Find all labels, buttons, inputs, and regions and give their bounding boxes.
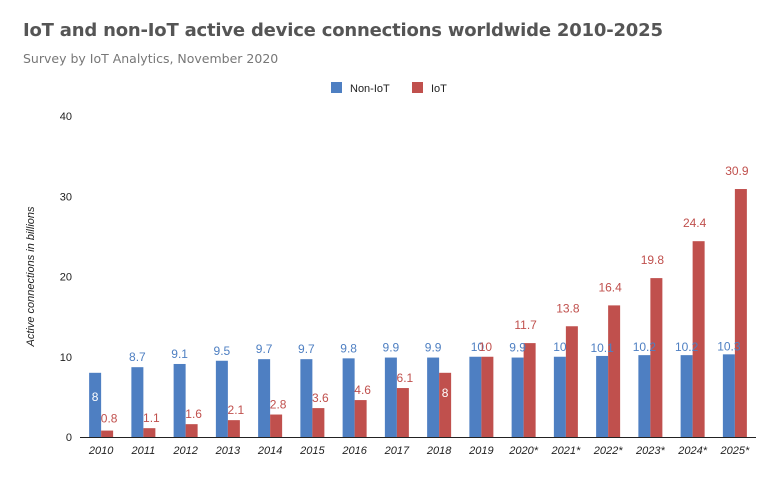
data-label-non-iot: 9.9 [383,341,400,355]
data-label-iot: 0.8 [101,412,118,426]
y-axis-label: Active connections in billions [25,206,37,348]
data-label-iot: 4.6 [354,383,371,397]
y-tick-label: 10 [60,352,72,364]
bar-non-iot [215,360,228,437]
bar-iot [101,430,114,437]
data-label-iot: 11.7 [514,318,537,332]
bar-iot [608,305,621,437]
data-label-non-iot: 8.7 [129,350,146,364]
x-tick-label: 2011 [131,445,156,457]
x-tick-label: 2022* [593,445,623,457]
data-label-non-iot: 9.9 [425,341,442,355]
bar-non-iot [300,359,313,437]
bar-non-iot [342,358,355,437]
data-label-iot: 19.8 [641,253,665,267]
bar-non-iot [680,355,693,437]
data-label-iot: 1.1 [143,411,160,425]
bar-iot [439,372,452,437]
data-label-non-iot: 10.3 [717,339,741,353]
bar-iot [565,326,578,437]
data-label-non-iot: 10 [471,340,485,354]
y-tick-label: 30 [60,191,72,203]
x-tick-label: 2016 [341,445,367,457]
legend-swatch-iot [412,82,423,93]
bar-non-iot [427,357,440,437]
chart-subtitle: Survey by IoT Analytics, November 2020 [23,51,279,66]
bar-iot [185,424,198,437]
bar-non-iot [638,355,651,437]
bar-non-iot [511,357,524,437]
bar-iot [523,343,536,437]
data-label-non-iot: 10 [553,340,567,354]
data-label-non-iot: 9.7 [256,342,273,356]
x-tick-label: 2010 [88,445,114,457]
legend-label-non-iot: Non-IoT [350,83,390,95]
x-tick-label: 2015 [299,445,325,457]
bar-iot [734,189,747,437]
y-axis: 0 10 20 30 40 Active connections in billions [25,111,72,444]
bar-iot [270,414,283,437]
data-label-iot: 3.6 [312,391,329,405]
bar-iot [650,278,663,437]
x-tick-label: 2020* [508,445,538,457]
x-axis: 2010 2011 2012 2013 2014 2015 2016 2017 2018 2019… [80,437,756,457]
x-tick-label: 2014 [257,445,282,457]
x-tick-label: 2017 [384,445,410,457]
bar-non-iot [722,354,735,437]
bars [89,189,747,437]
bar-iot [143,428,156,437]
data-label-non-iot: 9.8 [340,341,357,355]
data-label-iot: 30.9 [725,164,749,178]
data-label-non-iot: 10.2 [633,340,657,354]
x-tick-label: 2013 [215,445,241,457]
bar-iot [354,400,367,437]
data-labels: 80.88.71.19.11.69.52.19.72.89.73.69.84.6… [92,164,749,426]
chart-title: IoT and non-IoT active device connection… [23,20,663,41]
bar-iot [692,241,705,437]
bar-iot [481,356,494,437]
data-label-iot: 6.1 [397,371,414,385]
data-label-iot: 24.4 [683,216,707,230]
data-label-non-iot: 9.9 [509,341,526,355]
y-tick-label: 20 [60,272,72,284]
legend-label-iot: IoT [431,83,447,95]
x-tick-label: 2019 [468,445,493,457]
x-tick-label: 2025* [719,445,749,457]
data-label-non-iot: 9.5 [214,344,231,358]
data-label-non-iot: 10.2 [675,340,699,354]
x-tick-label: 2023* [635,445,665,457]
y-tick-label: 0 [66,432,72,444]
legend-swatch-non-iot [331,82,342,93]
data-label-non-iot: 9.1 [171,347,188,361]
bar-iot [227,420,240,437]
bar-non-iot [258,359,271,437]
bar-non-iot [173,363,186,437]
data-label-iot: 10 [479,340,493,354]
y-tick-label: 40 [60,111,72,123]
legend: Non-IoT IoT [331,82,447,95]
bar-non-iot [131,367,144,437]
bar-non-iot [384,357,397,437]
x-tick-label: 2021* [550,445,580,457]
data-label-iot: 16.4 [598,280,622,294]
bar-iot [396,388,409,437]
data-label-non-iot: 10.1 [590,341,614,355]
data-label-iot: 8 [442,386,449,400]
bar-non-iot [553,356,566,437]
bar-non-iot [469,356,482,437]
x-tick-label: 2024* [677,445,707,457]
x-tick-label: 2012 [172,445,197,457]
x-tick-label: 2018 [426,445,452,457]
data-label-iot: 2.1 [228,403,245,417]
data-label-non-iot: 9.7 [298,342,315,356]
bar-non-iot [596,355,609,437]
data-label-iot: 2.8 [270,398,287,412]
data-label-iot: 13.8 [556,301,580,315]
data-label-iot: 1.6 [185,407,202,421]
bar-non-iot [89,372,102,437]
data-label-non-iot: 8 [92,390,99,404]
bar-iot [312,408,325,437]
